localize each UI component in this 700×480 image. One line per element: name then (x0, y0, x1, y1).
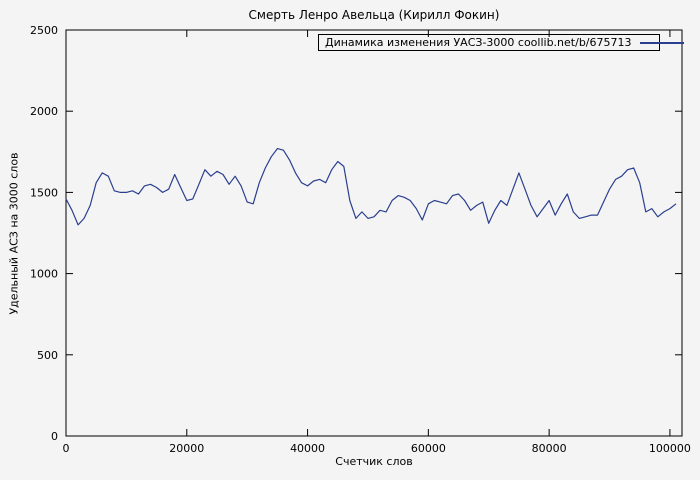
x-tick-label: 40000 (290, 442, 325, 455)
x-tick-label: 0 (63, 442, 70, 455)
y-tick-label: 1000 (30, 268, 58, 281)
x-tick-label: 60000 (411, 442, 446, 455)
x-axis-ticks: 0 20000 40000 60000 80000 100000 (63, 30, 691, 455)
y-tick-label: 2500 (30, 24, 58, 37)
plot-border (65, 29, 683, 437)
y-tick-label: 0 (51, 430, 58, 443)
y-tick-label: 2000 (30, 105, 58, 118)
legend-line-sample-icon (639, 41, 684, 44)
chart-title: Смерть Ленро Авельца (Кирилл Фокин) (248, 8, 500, 22)
legend: Динамика изменения УАСЗ-3000 coollib.net… (318, 34, 684, 51)
data-line (65, 148, 677, 226)
legend-label: Динамика изменения УАСЗ-3000 coollib.net… (325, 36, 632, 49)
x-tick-label: 20000 (169, 442, 204, 455)
y-tick-label: 1500 (30, 186, 58, 199)
x-tick-label: 80000 (532, 442, 567, 455)
x-tick-label: 100000 (649, 442, 691, 455)
x-axis-label: Счетчик слов (335, 455, 413, 468)
y-tick-label: 500 (37, 349, 58, 362)
y-axis-ticks: 0 500 1000 1500 2000 2500 (30, 24, 682, 443)
